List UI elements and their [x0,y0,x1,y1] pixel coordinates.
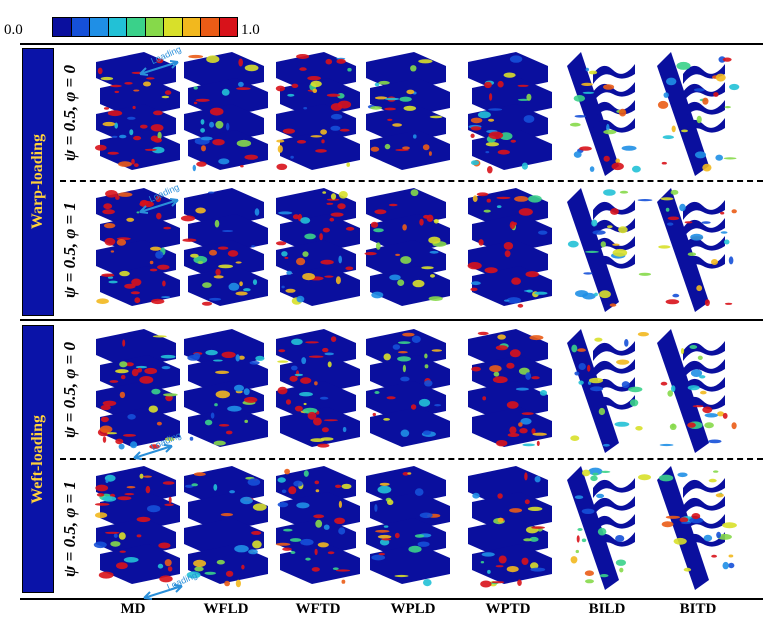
col-label-wfld: WFLD [203,601,249,617]
contour-bild-row4 [567,466,651,590]
contour-wpld-row2 [364,188,450,306]
weft-loading-panel: Weft-loading [22,325,54,593]
colorbar-segment [90,18,109,36]
contour-bitd-row3 [657,329,737,453]
contour-wfld-row3 [184,329,268,447]
col-label-bitd: BITD [679,601,717,617]
loading-arrow [143,584,183,600]
col-label-md: MD [120,601,146,617]
colorbar-segment [164,18,183,36]
colorbar [52,17,238,37]
contour-bild-row1 [567,52,641,176]
contour-wpld-row3 [366,329,450,447]
contour-bitd-row4 [657,466,737,590]
weft-loading-label: Weft-loading [29,414,46,504]
loading-arrow [139,198,179,214]
colorbar-segment [182,18,201,36]
colorbar-max-label: 1.0 [241,22,260,38]
colorbar-segment [145,18,164,36]
contour-bild-row2 [567,188,653,312]
row-label-warp-phi1: ψ = 0.5, φ = 1 [60,202,79,298]
contour-wftd-row4 [275,466,360,584]
colorbar-min-label: 0.0 [4,22,23,38]
colorbar-segment [127,18,146,36]
contour-wptd-row1 [468,52,552,174]
colorbar-segment [108,18,127,36]
contour-wpld-row4 [366,466,450,587]
contour-wftd-row2 [275,188,360,306]
col-label-wpld: WPLD [390,601,436,617]
row-label-warp-phi0: ψ = 0.5, φ = 0 [60,65,79,161]
contour-wfld-row1 [184,52,268,172]
warp-loading-label: Warp-loading [29,134,46,230]
row-label-weft-phi0: ψ = 0.5, φ = 0 [60,342,79,438]
warp-row-divider [60,180,763,182]
contour-bitd-row1 [657,52,740,176]
col-label-wptd: WPTD [485,601,531,617]
col-label-bild: BILD [588,601,626,617]
contour-wfld-row2 [180,188,268,306]
contour-bitd-row2 [657,188,737,312]
contour-wptd-row2 [467,188,552,308]
loading-arrow [139,60,179,76]
contour-wptd-row4 [468,466,552,588]
row-label-weft-phi1: ψ = 0.5, φ = 1 [60,481,79,577]
weft-row-divider [60,458,763,460]
warp-loading-panel: Warp-loading [22,48,54,316]
contour-wpld-row1 [366,52,450,170]
colorbar-segment [219,18,237,36]
top-rule [20,43,763,45]
middle-rule [20,319,763,321]
colorbar-segment [71,18,90,36]
contour-md-row3 [96,329,180,450]
colorbar-segment [201,18,220,36]
contour-wftd-row3 [276,329,360,448]
contour-wftd-row1 [275,52,360,170]
contour-wptd-row3 [468,329,552,447]
loading-arrow [133,444,173,460]
colorbar-segment [53,18,72,36]
contour-wfld-row4 [184,466,268,588]
contour-md-row4 [93,466,180,584]
contour-md-row2 [96,188,180,306]
bottom-rule [20,598,763,600]
contour-bild-row3 [567,329,649,453]
col-label-wftd: WFTD [295,601,341,617]
contour-md-row1 [95,52,180,170]
